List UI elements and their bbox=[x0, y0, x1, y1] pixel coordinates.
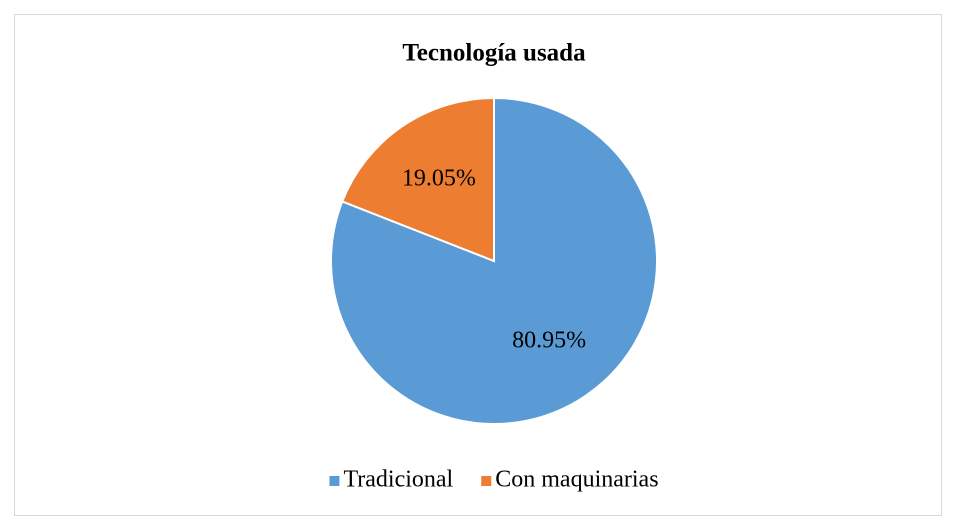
data-label: 19.05% bbox=[402, 166, 476, 192]
pie-slice bbox=[340, 96, 495, 263]
chart-title: Tecnología usada bbox=[402, 40, 586, 67]
data-label: 80.95% bbox=[512, 327, 586, 353]
legend-label: Tradicional bbox=[343, 467, 453, 493]
legend-swatch bbox=[481, 476, 492, 486]
legend-swatch bbox=[329, 476, 340, 486]
legend-label: Con maquinarias bbox=[495, 467, 658, 493]
